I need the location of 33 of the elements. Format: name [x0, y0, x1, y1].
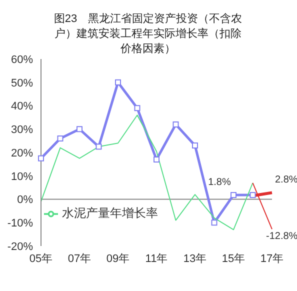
y-tick-label: -20%: [7, 240, 34, 253]
x-tick-label: 05年: [29, 252, 53, 265]
x-tick-label: 07年: [68, 252, 92, 265]
y-tick-label: 50%: [10, 77, 34, 90]
line-series: [40, 114, 254, 230]
point: [250, 192, 256, 198]
y-tick-label: 20%: [10, 147, 34, 160]
annotation: -12.8%: [266, 231, 297, 242]
x-tick-label: 09年: [106, 252, 130, 265]
chart-title: 图23 黑龙江省固定资产投资（不含农户）建筑安装工程年实际增长率（扣除价格因素）: [52, 12, 244, 57]
point: [211, 220, 218, 226]
x-tick-label: 11年: [145, 252, 168, 265]
point: [38, 155, 44, 162]
point: [172, 121, 179, 128]
point: [154, 156, 160, 163]
y-tick-label: 10%: [10, 170, 34, 183]
y-tick-label: 0%: [17, 194, 34, 206]
y-tick-label: 40%: [10, 100, 34, 113]
annotation: 1.8%: [208, 177, 232, 188]
point: [192, 142, 198, 148]
point: [115, 79, 121, 86]
x-tick-label: 15年: [222, 252, 246, 265]
x-tick-label: 13年: [183, 252, 207, 265]
y-tick-label: -10%: [7, 218, 34, 230]
point: [230, 192, 236, 198]
legend-label: 水泥产量年增长率: [62, 206, 158, 220]
y-tick-label: 60%: [10, 54, 34, 66]
point: [76, 126, 82, 132]
x-tick-label: 17年: [260, 252, 284, 265]
point: [57, 135, 64, 142]
point: [134, 105, 140, 112]
point: [96, 144, 102, 150]
y-tick-label: 30%: [10, 124, 34, 136]
